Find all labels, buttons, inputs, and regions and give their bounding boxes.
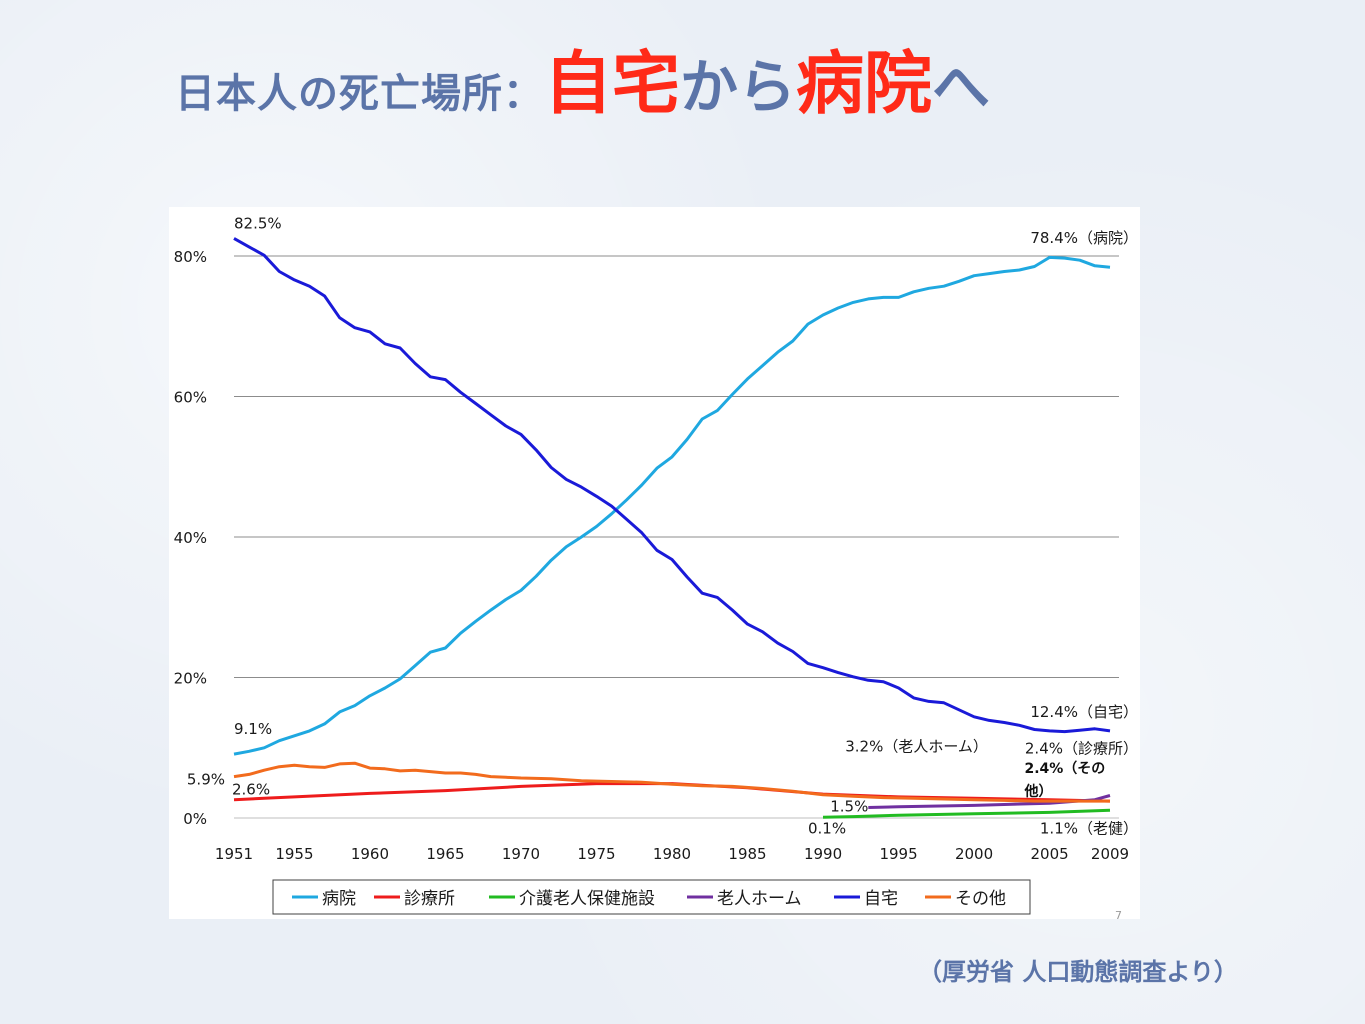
legend-label: その他 <box>955 889 1006 909</box>
legend-label: 病院 <box>322 889 356 909</box>
x-tick-label: 2000 <box>955 845 993 863</box>
source-note: （厚労省 人口動態調査より） <box>918 958 1238 986</box>
y-tick-label: 80% <box>174 248 207 266</box>
y-tick-label: 20% <box>174 670 207 688</box>
title-word-home: 自宅 <box>544 45 681 124</box>
x-tick-label: 1995 <box>879 845 917 863</box>
title-word-hospital: 病院 <box>796 45 933 124</box>
annotation-label-other: 2.4%（その <box>1024 761 1105 777</box>
x-tick-label: 2005 <box>1030 845 1068 863</box>
legend-label: 自宅 <box>864 889 898 909</box>
annotation-label: 12.4%（自宅） <box>1030 703 1138 721</box>
annotation-label: 5.9% <box>187 771 225 789</box>
legend: 病院 診療所 介護老人保健施設 老人ホーム 自宅 その他 <box>272 879 1031 915</box>
y-axis: 0% 20% 40% 60% 80% <box>174 248 1119 828</box>
x-tick-label: 1960 <box>351 845 389 863</box>
series-lines <box>233 237 1111 819</box>
annotation-label: 9.1% <box>234 720 272 738</box>
x-tick-label: 1990 <box>804 845 842 863</box>
x-tick-label: 1970 <box>502 845 540 863</box>
x-tick-label: 1955 <box>275 845 313 863</box>
series-line <box>233 761 1110 803</box>
y-tick-label: 0% <box>183 810 207 828</box>
title-lead: 日本人の死亡場所： <box>175 71 544 117</box>
annotation-label: 3.2%（老人ホーム） <box>845 737 988 755</box>
chart-panel: 0% 20% 40% 60% 80% 1951 1955 1960 1965 1970 1975 1… <box>169 207 1140 919</box>
legend-label: 介護老人保健施設 <box>519 889 655 909</box>
legend-label: 老人ホーム <box>717 889 802 909</box>
annotation-label-other: 他） <box>1023 783 1052 800</box>
title-tail: へ <box>932 53 991 121</box>
slide-title: 日本人の死亡場所：自宅から病院へ <box>175 28 990 128</box>
x-tick-label: 1980 <box>653 845 691 863</box>
x-tick-label: 1965 <box>426 845 464 863</box>
annotation-label: 82.5% <box>234 214 282 232</box>
annotation-label: 2.6% <box>232 781 270 799</box>
series-line <box>822 808 1111 819</box>
annotation-label: 1.1%（老健） <box>1040 819 1138 837</box>
x-tick-label: 1975 <box>577 845 615 863</box>
x-tick-label: 1985 <box>728 845 766 863</box>
annotation-label: 2.4%（診療所） <box>1025 739 1138 757</box>
x-tick-label: 2009 <box>1091 845 1129 863</box>
y-tick-label: 40% <box>174 529 207 547</box>
annotation-label: 0.1% <box>808 819 846 837</box>
grid-lines <box>234 255 1119 678</box>
title-connector: から <box>680 53 797 121</box>
y-tick-label: 60% <box>174 389 207 407</box>
death-place-line-chart: 0%20%40%60%80% 1951 1955 1960 1965 1970 1975 1… <box>174 214 1138 919</box>
x-axis: 1951 1955 1960 1965 1970 1975 1980 1985 1990 1995… <box>215 845 1129 863</box>
annotation-label: 78.4%（病院） <box>1030 229 1138 247</box>
annotations: 82.5% 78.4%（病院） 12.4%（自宅） 9.1% 5.9% 2.6% 3.2%（… <box>187 214 1138 837</box>
series-line <box>868 794 1111 809</box>
annotation-label: 1.5% <box>830 797 868 815</box>
legend-label: 診療所 <box>404 889 455 909</box>
series-line <box>233 237 1111 734</box>
series-line <box>233 255 1111 756</box>
page-number: 7 <box>1115 909 1122 919</box>
x-tick-label: 1951 <box>215 845 253 863</box>
